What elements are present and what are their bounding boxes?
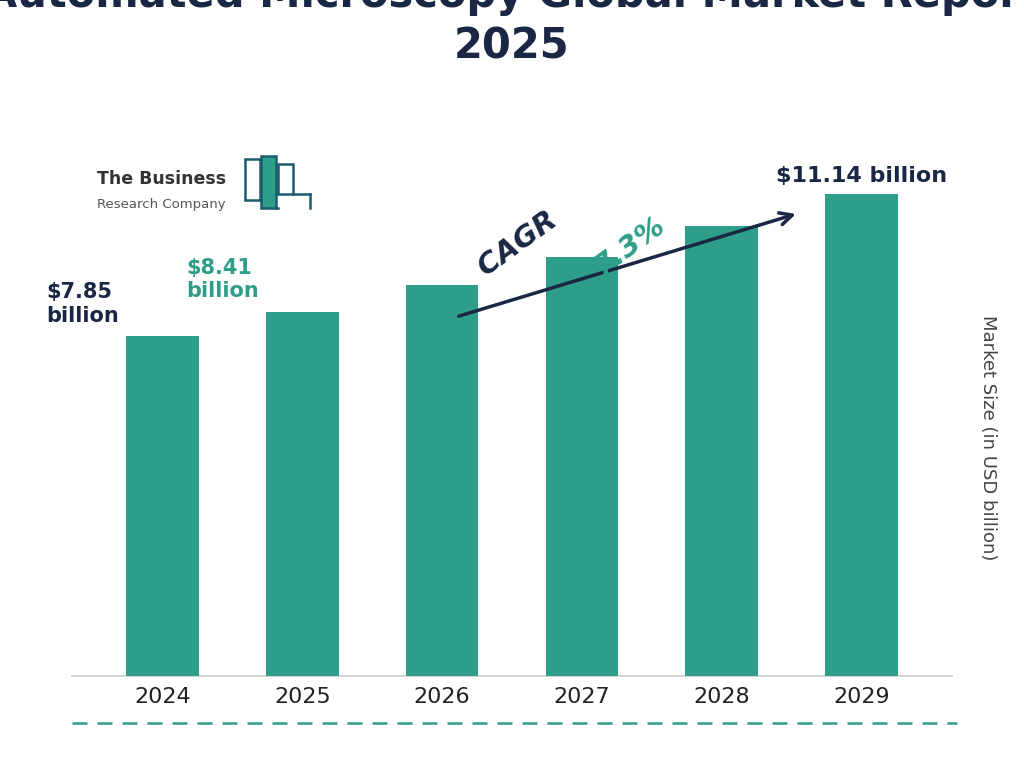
Bar <box>546 257 618 676</box>
Text: The Business: The Business <box>97 170 226 188</box>
Title: Automated Microscopy Global Market Report
2025: Automated Microscopy Global Market Repor… <box>0 0 1024 68</box>
Bar <box>245 159 260 200</box>
Text: $11.14 billion: $11.14 billion <box>776 166 947 186</box>
Text: Research Company: Research Company <box>97 198 226 211</box>
Bar <box>126 336 199 676</box>
Text: Market Size (in USD billion): Market Size (in USD billion) <box>979 315 997 561</box>
Bar <box>266 313 339 676</box>
Text: CAGR: CAGR <box>473 200 570 282</box>
Text: $8.41
billion: $8.41 billion <box>186 258 259 301</box>
Bar <box>825 194 898 676</box>
Bar <box>406 286 478 676</box>
Bar <box>261 157 276 208</box>
Text: 7.3%: 7.3% <box>589 210 671 281</box>
Bar <box>685 227 758 676</box>
Text: $7.85
billion: $7.85 billion <box>46 283 119 326</box>
Bar <box>278 164 293 194</box>
